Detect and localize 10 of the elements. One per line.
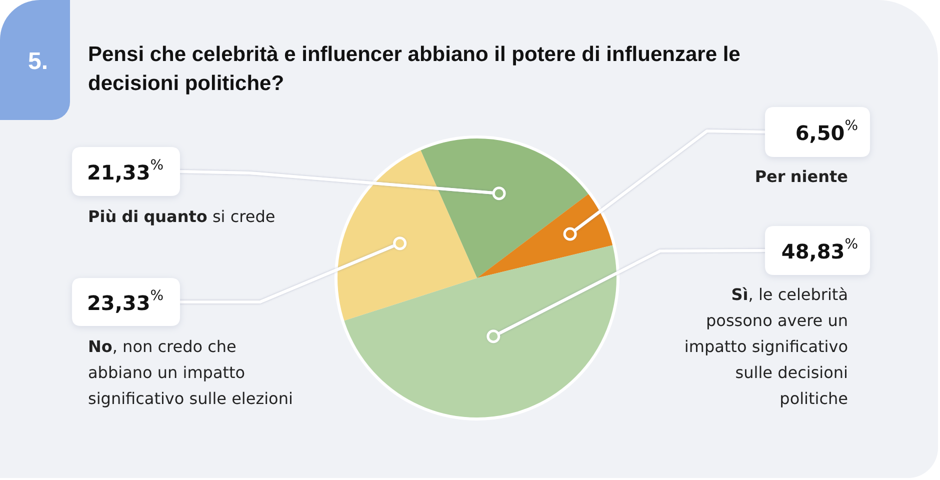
data-label: 48,83%	[781, 236, 858, 264]
chart-title: Pensi che celebrità e influencer abbiano il potere di influenzare le decisioni politiche?	[88, 42, 742, 97]
data-label: 6,50%	[795, 118, 858, 145]
data-label: 21,33%	[87, 158, 164, 184]
category-label: Sì, le celebrità possono avere un impatto significativo sulle decisioni politiche	[684, 285, 848, 408]
category-label: No, non credo che abbiano un impatto significativo sulle elezioni	[88, 337, 293, 408]
text: 5.	[28, 48, 48, 76]
data-label: 23,33%	[87, 288, 164, 315]
slice-label: Più di quanto si crede	[88, 207, 276, 226]
slice-label: Per niente	[754, 167, 848, 186]
